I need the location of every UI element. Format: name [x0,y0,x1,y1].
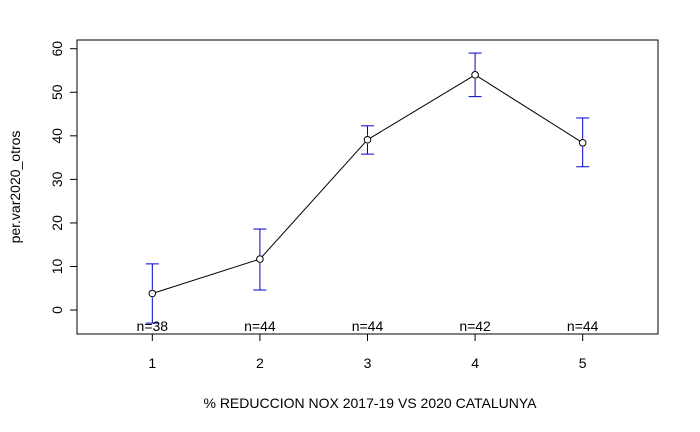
y-tick-label: 40 [49,128,65,144]
x-tick-label: 2 [256,355,264,371]
x-axis: 1 2 3 4 5 [148,334,587,371]
y-tick-label: 0 [49,306,65,314]
n-labels: n=38 n=44 n=44 n=42 n=44 [137,318,599,334]
data-point [256,255,264,263]
sample-size-label: n=38 [137,318,169,334]
error-bars [145,52,590,324]
y-tick-label: 50 [49,84,65,100]
sample-size-label: n=44 [244,318,276,334]
sample-size-label: n=42 [459,318,491,334]
y-axis: 0 10 20 30 40 50 60 [49,41,77,314]
y-tick-label: 10 [49,258,65,274]
data-point [578,138,587,147]
series-line [155,76,581,293]
y-axis-title: per.var2020_otros [7,131,23,244]
y-tick-label: 20 [49,215,65,231]
x-tick-label: 1 [148,355,156,371]
x-axis-title: % REDUCCION NOX 2017-19 VS 2020 CATALUNY… [203,395,537,411]
y-tick-label: 60 [49,41,65,57]
sample-size-label: n=44 [567,318,599,334]
data-point [471,71,479,79]
x-tick-label: 3 [364,355,372,371]
data-point [148,289,157,298]
data-point [363,135,372,144]
sample-size-label: n=44 [352,318,384,334]
x-tick-label: 4 [471,355,479,371]
data-points [148,71,587,298]
y-tick-label: 30 [49,171,65,187]
x-tick-label: 5 [579,355,587,371]
